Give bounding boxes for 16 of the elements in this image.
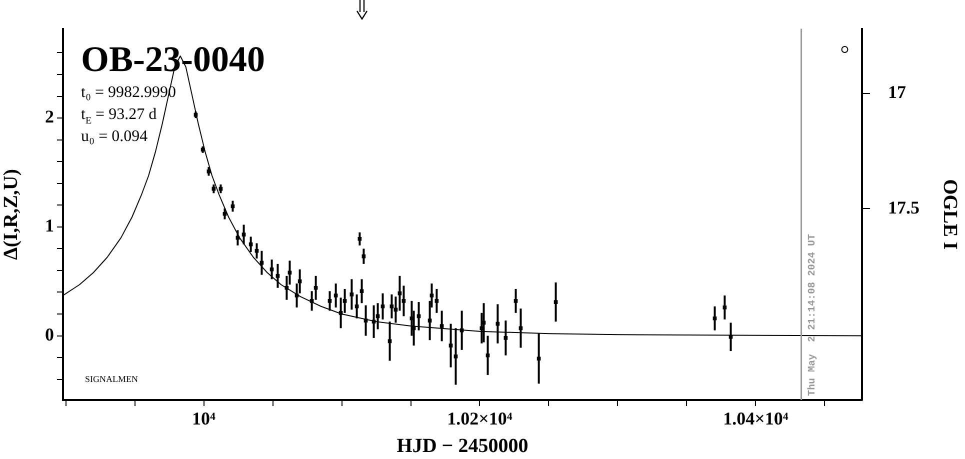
annotation: SIGNALMEN [85, 374, 138, 384]
y-axis-title: Δ(I,R,Z,U) [0, 168, 22, 260]
annotation: Thu May 2 21:14:08 2024 UT [806, 234, 818, 396]
y2-tick-label: 17 [888, 82, 906, 102]
y2-axis-title: OGLE I [938, 179, 961, 250]
x-tick-label: 1.04×10⁴ [723, 408, 789, 428]
y-tick-label: 2 [45, 106, 54, 127]
x-axis-title: HJD − 2450000 [396, 435, 528, 458]
point [841, 46, 848, 53]
y-tick-label: 1 [45, 216, 54, 236]
chart-title: OB-23-0040 [81, 38, 265, 79]
x-tick-label: 1.02×10⁴ [447, 408, 513, 428]
y2-tick-label: 17.5 [888, 197, 920, 218]
y-tick-label: 0 [45, 324, 54, 344]
annotation: u₀ = 0.094 [81, 128, 148, 145]
x-tick-label: 10⁴ [192, 408, 216, 428]
